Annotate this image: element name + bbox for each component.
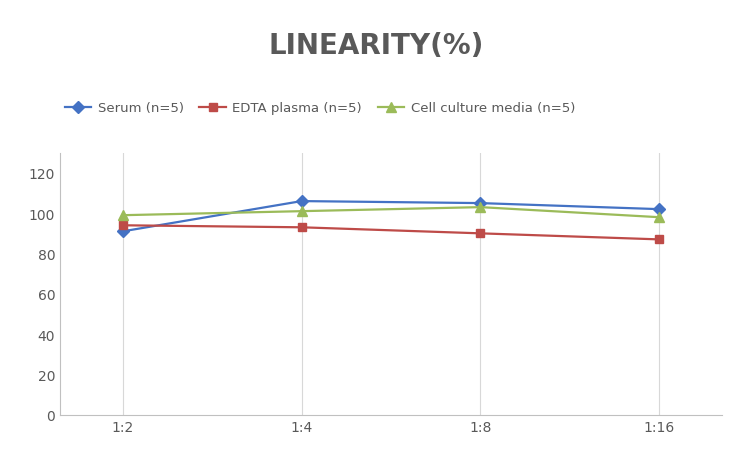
Line: EDTA plasma (n=5): EDTA plasma (n=5) bbox=[119, 221, 663, 244]
Text: LINEARITY(%): LINEARITY(%) bbox=[268, 32, 484, 60]
Cell culture media (n=5) bbox=[476, 205, 485, 210]
Cell culture media (n=5) bbox=[655, 215, 664, 221]
EDTA plasma (n=5) bbox=[118, 223, 127, 229]
Legend: Serum (n=5), EDTA plasma (n=5), Cell culture media (n=5): Serum (n=5), EDTA plasma (n=5), Cell cul… bbox=[59, 97, 581, 120]
Serum (n=5) bbox=[655, 207, 664, 212]
EDTA plasma (n=5) bbox=[297, 225, 306, 230]
EDTA plasma (n=5) bbox=[476, 231, 485, 236]
Cell culture media (n=5) bbox=[297, 209, 306, 214]
EDTA plasma (n=5) bbox=[655, 237, 664, 243]
Serum (n=5) bbox=[476, 201, 485, 207]
Cell culture media (n=5) bbox=[118, 213, 127, 218]
Line: Cell culture media (n=5): Cell culture media (n=5) bbox=[118, 203, 664, 223]
Serum (n=5) bbox=[118, 229, 127, 235]
Line: Serum (n=5): Serum (n=5) bbox=[119, 198, 663, 236]
Serum (n=5) bbox=[297, 199, 306, 204]
